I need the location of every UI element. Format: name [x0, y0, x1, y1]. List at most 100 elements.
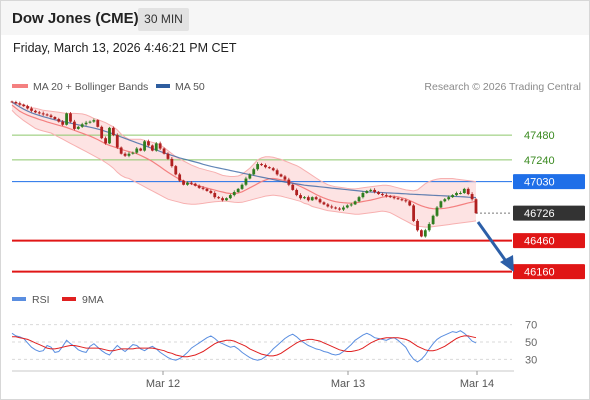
candle-body	[217, 197, 221, 199]
candle-body	[310, 197, 314, 201]
candle-body	[162, 148, 166, 154]
candle-body	[53, 116, 57, 120]
candle-body	[451, 195, 455, 198]
rsi-panel: 70 50 30	[11, 320, 537, 366]
candle-body	[252, 169, 256, 175]
rsi-legend: RSI 9MA	[12, 294, 104, 306]
candle-body	[22, 104, 26, 107]
rsi-legend-swatch	[12, 297, 26, 301]
ma20-line	[11, 104, 477, 210]
candle-body	[248, 174, 252, 179]
candle-body	[334, 207, 338, 209]
candle-body	[322, 202, 326, 205]
support-label-box-46460	[513, 233, 585, 249]
candle-body	[388, 196, 392, 198]
candle-body	[330, 206, 334, 208]
instrument-title: Dow Jones (CME)	[12, 10, 139, 27]
candle-body	[135, 148, 139, 153]
chart-legend: MA 20 + Bollinger Bands MA 50 Research ©…	[12, 81, 581, 93]
candle-body	[104, 138, 107, 144]
candle-body	[108, 127, 111, 144]
candle-body	[228, 195, 232, 199]
candle-body	[232, 191, 236, 196]
time-axis: Mar 12 Mar 13 Mar 14	[12, 370, 514, 390]
candle-body	[416, 220, 419, 231]
candle-body	[412, 205, 416, 221]
forecast-arrow	[476, 221, 514, 272]
candle-body	[154, 143, 158, 151]
rsi-ma-line	[12, 335, 477, 358]
candle-body	[377, 191, 380, 195]
candle-body	[225, 198, 228, 201]
candle-body	[470, 194, 474, 200]
candle-body	[49, 115, 53, 117]
candles	[10, 100, 478, 238]
candle-body	[326, 204, 330, 207]
candle-body	[96, 120, 100, 127]
candle-body	[283, 176, 287, 180]
bollinger-band	[12, 103, 476, 228]
candle-body	[314, 197, 318, 200]
copyright-text: Research © 2026 Trading Central	[424, 81, 581, 93]
candle-body	[69, 113, 72, 122]
candle-body	[338, 208, 341, 210]
chart-header: Dow Jones (CME) 30 MIN	[1, 1, 589, 35]
candle-body	[111, 127, 115, 136]
candle-body	[80, 124, 84, 127]
candle-body	[92, 120, 96, 122]
candle-body	[260, 164, 263, 166]
candle-body	[256, 164, 260, 170]
candle-body	[381, 194, 384, 196]
timestamp: Friday, March 13, 2026 4:46:21 PM CET	[13, 41, 237, 55]
resistance-label-47480: 47480	[524, 130, 555, 142]
candle-body	[72, 121, 76, 129]
candle-body	[369, 189, 373, 191]
candle-body	[205, 188, 209, 191]
moving-averages	[11, 101, 477, 228]
time-tick-label: Mar 13	[331, 378, 365, 390]
support-label-box-46160	[513, 264, 585, 280]
candle-body	[30, 108, 33, 111]
candle-body	[143, 141, 146, 151]
pivot-label-47030: 47030	[524, 177, 555, 189]
candle-body	[26, 106, 29, 109]
candle-body	[236, 188, 240, 192]
bollinger-lower-line	[11, 109, 477, 228]
bollinger-legend-label: MA 20 + Bollinger Bands	[33, 81, 148, 93]
bollinger-legend-swatch	[12, 84, 28, 88]
candle-body	[174, 166, 178, 175]
candle-body	[408, 201, 412, 206]
candle-body	[186, 182, 189, 185]
candle-body	[33, 110, 37, 113]
level-labels: 47480 47240 47030 46726 46460 46160	[513, 130, 585, 280]
candle-body	[439, 201, 443, 208]
candle-body	[37, 112, 41, 114]
candle-body	[65, 113, 68, 125]
candle-body	[84, 122, 88, 125]
timeframe-badge[interactable]: 30 MIN	[138, 8, 189, 31]
candle-body	[166, 153, 170, 159]
candle-body	[357, 197, 361, 202]
candle-body	[158, 143, 162, 149]
ma50-line	[11, 101, 477, 199]
support-label-46460: 46460	[524, 236, 555, 248]
candle-body	[201, 187, 205, 189]
time-tick-label: Mar 14	[460, 378, 494, 390]
candle-body	[193, 183, 197, 186]
candle-body	[373, 189, 377, 192]
candle-body	[213, 193, 217, 198]
rsi-tick-30: 30	[525, 354, 537, 366]
candle-body	[275, 170, 279, 175]
candle-body	[295, 189, 299, 196]
candle-body	[353, 201, 357, 205]
candle-body	[127, 153, 131, 156]
candle-body	[361, 193, 365, 198]
candle-body	[271, 168, 275, 171]
support-label-46160: 46160	[524, 267, 555, 279]
candle-body	[240, 184, 244, 189]
candle-body	[267, 167, 271, 169]
candle-body	[287, 179, 291, 185]
candle-body	[45, 114, 49, 116]
candle-body	[431, 215, 435, 225]
